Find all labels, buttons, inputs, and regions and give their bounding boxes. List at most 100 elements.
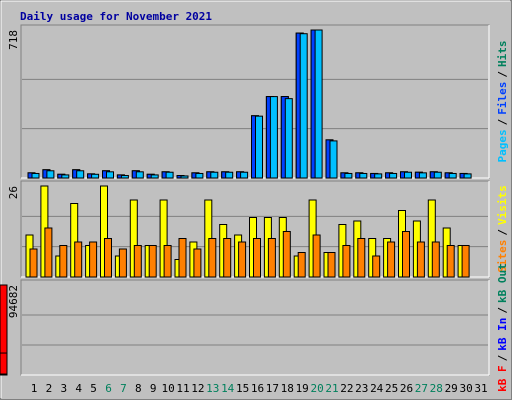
bar — [150, 174, 159, 179]
bar — [76, 170, 85, 179]
x-tick-label: 11 — [176, 382, 189, 395]
bar — [342, 245, 351, 278]
plot-area — [20, 279, 490, 376]
bar — [269, 96, 278, 179]
legend-separator: / — [496, 229, 509, 236]
x-tick-label: 10 — [161, 382, 174, 395]
bar — [461, 245, 470, 278]
legend-entry: Visits — [496, 185, 509, 225]
bar — [357, 238, 366, 278]
bar — [433, 171, 442, 179]
bar — [180, 175, 189, 179]
bar — [193, 248, 202, 278]
legend-entry: Pages — [496, 129, 509, 162]
bar — [0, 352, 8, 376]
chart-title: Daily usage for November 2021 — [20, 10, 212, 23]
bar — [44, 227, 53, 278]
legend: Sites / Visits — [496, 185, 509, 273]
legend-entry: kB F — [496, 365, 509, 392]
bar — [314, 29, 323, 179]
bar — [148, 245, 157, 278]
bar — [210, 171, 219, 179]
legend-entry: Files — [496, 82, 509, 115]
legend-entry: kB In — [496, 318, 509, 351]
legend-entry: kB Out — [496, 263, 509, 303]
bar — [240, 171, 249, 179]
bar — [372, 255, 381, 278]
x-tick-label: 1 — [31, 382, 38, 395]
bar — [255, 115, 263, 179]
x-tick-label: 5 — [90, 382, 97, 395]
bar — [195, 172, 204, 179]
bar — [327, 252, 336, 278]
x-tick-label: 23 — [355, 382, 368, 395]
bar — [46, 170, 55, 179]
bar — [431, 241, 440, 278]
bar — [59, 245, 68, 278]
legend-separator: / — [496, 118, 509, 125]
bar — [225, 171, 234, 179]
x-tick-label: 30 — [459, 382, 472, 395]
bar — [106, 171, 114, 179]
x-tick-label: 12 — [191, 382, 204, 395]
legend-entry: Hits — [496, 41, 509, 68]
x-tick-label: 9 — [150, 382, 157, 395]
bar — [282, 231, 291, 278]
x-tick-label: 28 — [430, 382, 443, 395]
bar — [104, 238, 112, 278]
legend-separator: / — [496, 354, 509, 361]
x-tick-label: 15 — [236, 382, 249, 395]
y-max-label: 94682 — [7, 285, 20, 318]
bar — [223, 238, 232, 278]
bar — [91, 173, 100, 179]
bar — [448, 172, 457, 179]
bar — [312, 234, 321, 278]
x-tick-label: 27 — [415, 382, 428, 395]
bar — [133, 245, 142, 278]
bar — [359, 172, 368, 179]
x-tick-label: 21 — [325, 382, 338, 395]
x-tick-label: 2 — [46, 382, 53, 395]
bar — [118, 248, 127, 278]
x-tick-label: 24 — [370, 382, 384, 395]
bar — [404, 171, 412, 179]
legend-entry: Sites — [496, 240, 509, 273]
bar — [74, 241, 83, 278]
x-tick-label: 29 — [445, 382, 458, 395]
bar — [284, 98, 293, 179]
bar — [463, 173, 472, 179]
bar — [29, 248, 38, 278]
bar — [165, 171, 174, 179]
x-tick-label: 26 — [400, 382, 413, 395]
x-tick-label: 20 — [310, 382, 323, 395]
x-tick-label: 16 — [251, 382, 264, 395]
bar — [31, 172, 40, 179]
x-tick-label: 4 — [75, 382, 82, 395]
x-tick-label: 3 — [60, 382, 67, 395]
bar — [61, 174, 70, 179]
x-tick-label: 8 — [135, 382, 142, 395]
bar — [389, 172, 398, 179]
bar — [120, 175, 129, 179]
bar — [89, 241, 98, 278]
bar — [163, 245, 172, 278]
x-tick-label: 6 — [105, 382, 112, 395]
legend-separator: / — [496, 307, 509, 314]
x-tick-label: 18 — [281, 382, 294, 395]
bar — [0, 373, 8, 376]
bar — [297, 252, 306, 278]
y-max-label: 718 — [7, 30, 20, 50]
x-tick-label: 13 — [206, 382, 219, 395]
bar — [178, 238, 187, 278]
bar — [402, 231, 410, 278]
bar — [299, 33, 308, 179]
bar — [267, 238, 276, 278]
bar — [374, 173, 383, 179]
legend: Pages / Files / Hits — [496, 41, 509, 163]
bar — [253, 238, 261, 278]
bar — [416, 241, 425, 278]
y-max-label: 26 — [7, 186, 20, 199]
bar — [208, 238, 217, 278]
bar — [238, 241, 247, 278]
bar — [387, 241, 396, 278]
